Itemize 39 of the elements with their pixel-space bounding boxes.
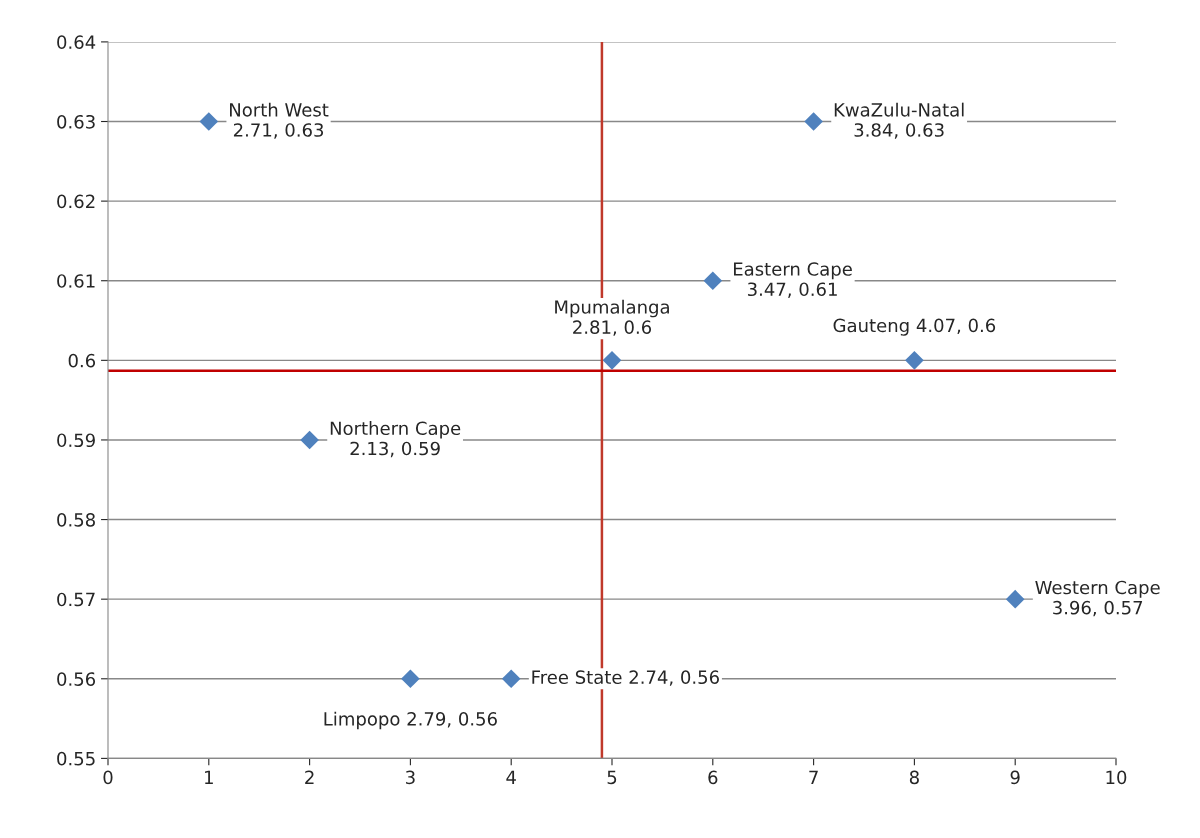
y-tick-label: 0.64 xyxy=(57,35,96,50)
x-tick-label: 0 xyxy=(103,770,113,785)
point xyxy=(804,112,823,131)
annotation: KwaZulu-Natal 3.84, 0.63 xyxy=(834,102,964,139)
y-tick-label: 0.61 xyxy=(57,274,95,288)
point xyxy=(703,271,723,291)
y-tick-label: 0.57 xyxy=(57,592,95,607)
annotation: Limpopo 2.79, 0.56 xyxy=(324,711,497,730)
x-tick-label: 10 xyxy=(1106,770,1127,785)
point xyxy=(401,669,420,689)
x-tick-label: 3 xyxy=(406,770,415,785)
x-tick-label: 5 xyxy=(607,770,617,785)
x-tick-label: 2 xyxy=(305,770,314,784)
point xyxy=(501,669,521,689)
y-tick-label: 0.58 xyxy=(57,513,95,527)
y-tick-label: 0.6 xyxy=(68,353,96,368)
y-tick-label: 0.56 xyxy=(57,672,96,686)
point xyxy=(1005,589,1025,609)
x-tick-label: 1 xyxy=(205,770,213,784)
x-tick-label: 4 xyxy=(506,770,516,784)
annotation: North West 2.71, 0.63 xyxy=(230,102,329,139)
y-tick-label: 0.55 xyxy=(57,751,95,766)
annotation: Gauteng 4.07, 0.6 xyxy=(833,318,996,336)
annotation: Northern Cape 2.13, 0.59 xyxy=(330,421,461,458)
x-tick-label: 9 xyxy=(1010,770,1020,785)
y-tick-label: 0.62 xyxy=(57,194,95,209)
point xyxy=(199,112,219,131)
y-tick-label: 0.63 xyxy=(57,114,95,129)
point xyxy=(300,430,319,450)
point xyxy=(905,351,924,370)
y-tick-label: 0.59 xyxy=(57,433,95,448)
x-tick-label: 8 xyxy=(909,770,919,785)
annotation: Eastern Cape 3.47, 0.61 xyxy=(734,262,852,298)
annotation: Mpumalanga 2.81, 0.6 xyxy=(555,299,669,336)
x-tick-label: 7 xyxy=(809,770,818,784)
point xyxy=(602,351,622,370)
annotation: Western Cape 3.96, 0.57 xyxy=(1035,580,1160,617)
x-tick-label: 6 xyxy=(708,770,718,785)
annotation: Free State 2.74, 0.56 xyxy=(532,670,719,686)
